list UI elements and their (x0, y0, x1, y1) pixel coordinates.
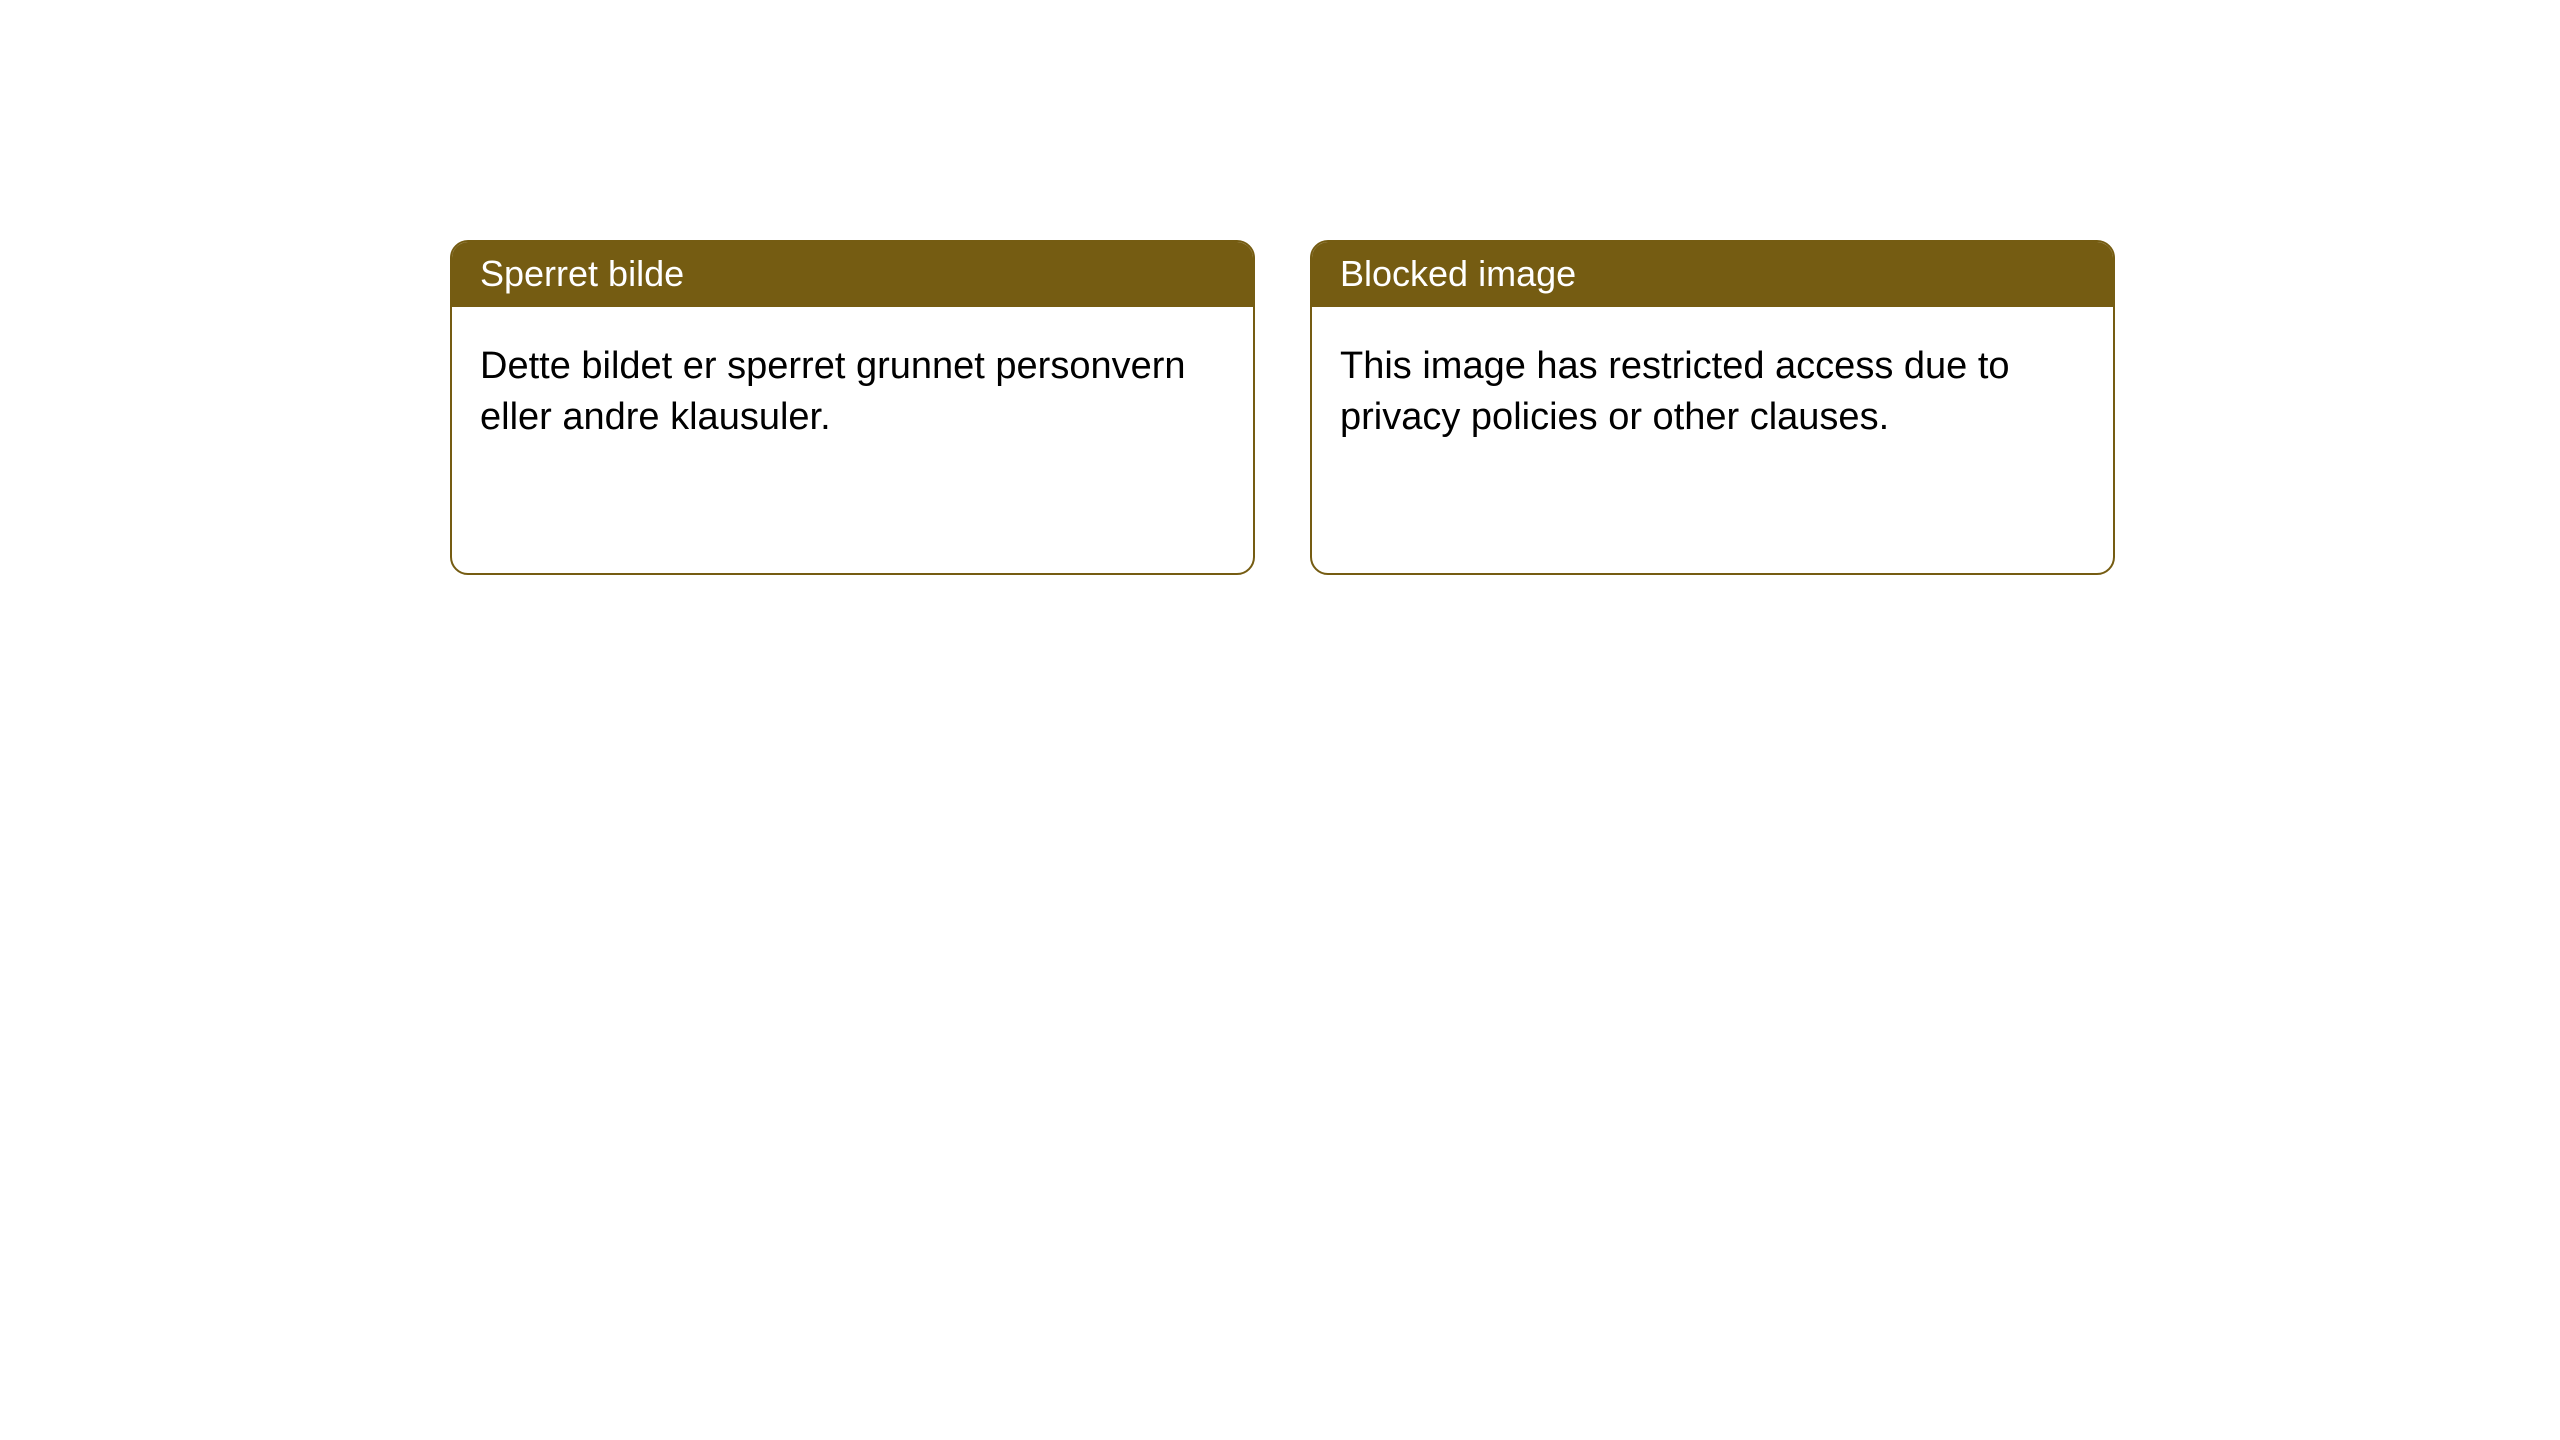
cards-container: Sperret bilde Dette bildet er sperret gr… (450, 240, 2115, 575)
card-blocked-image-en: Blocked image This image has restricted … (1310, 240, 2115, 575)
card-header-en: Blocked image (1312, 242, 2113, 307)
card-header-no: Sperret bilde (452, 242, 1253, 307)
card-blocked-image-no: Sperret bilde Dette bildet er sperret gr… (450, 240, 1255, 575)
card-body-en: This image has restricted access due to … (1312, 307, 2113, 478)
card-body-no: Dette bildet er sperret grunnet personve… (452, 307, 1253, 478)
